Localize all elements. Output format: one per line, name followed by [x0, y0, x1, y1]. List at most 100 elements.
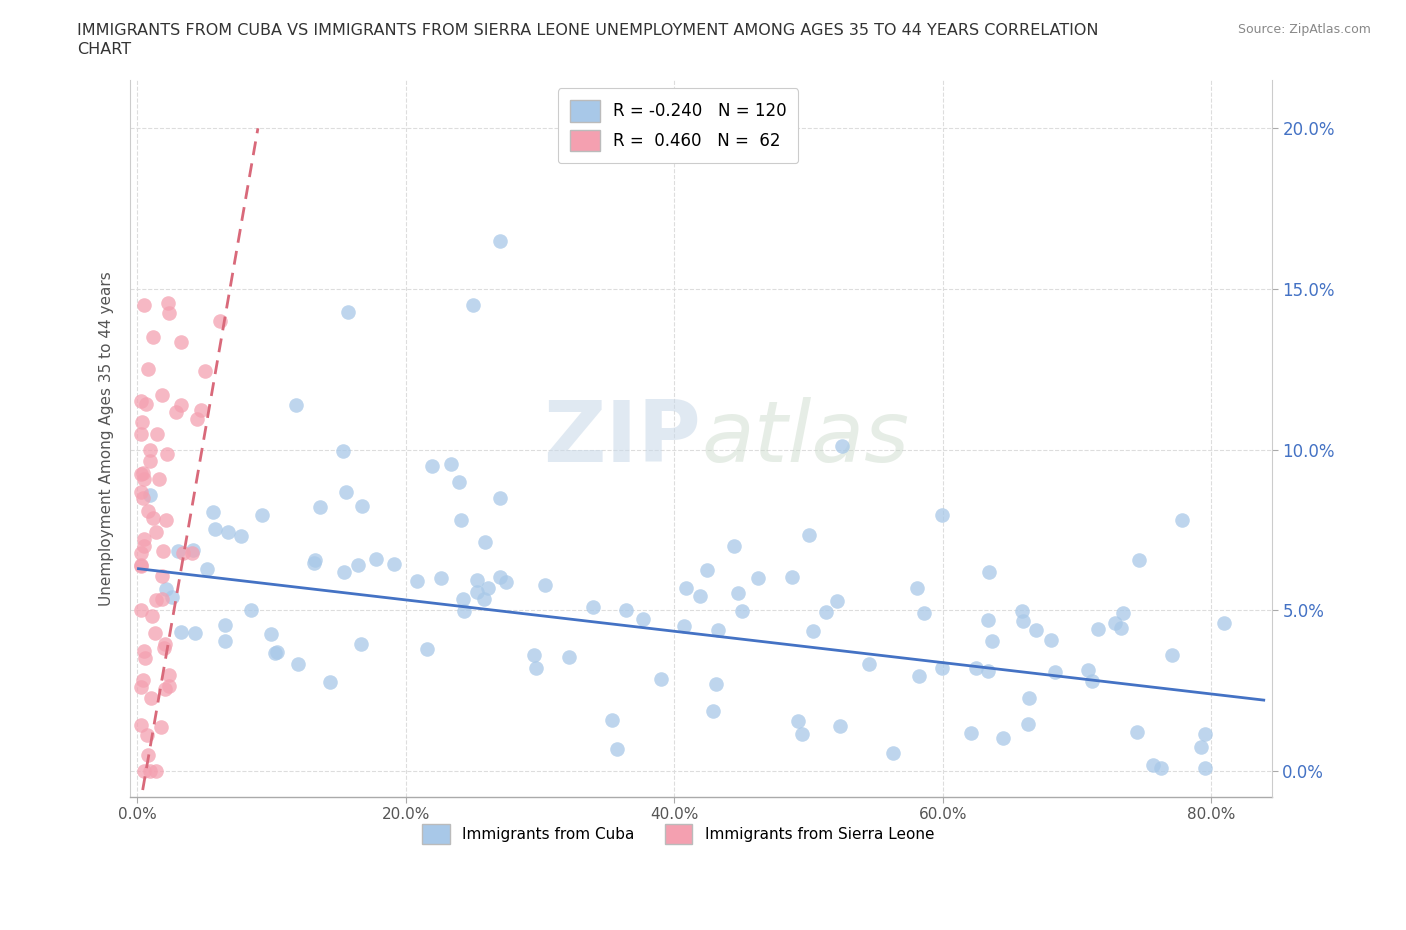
- Point: [707, 622, 730, 637]
- Point: [129, 394, 152, 409]
- Point: [1011, 604, 1033, 618]
- Point: [1142, 757, 1164, 772]
- Point: [1109, 620, 1132, 635]
- Point: [149, 719, 172, 734]
- Point: [797, 528, 820, 543]
- Point: [129, 559, 152, 574]
- Point: [523, 648, 546, 663]
- Point: [132, 531, 155, 546]
- Point: [976, 613, 998, 628]
- Point: [155, 582, 177, 597]
- Point: [558, 649, 581, 664]
- Point: [352, 498, 374, 513]
- Point: [143, 625, 166, 640]
- Point: [465, 573, 488, 588]
- Y-axis label: Unemployment Among Ages 35 to 44 years: Unemployment Among Ages 35 to 44 years: [100, 271, 114, 605]
- Point: [132, 764, 155, 778]
- Point: [156, 446, 179, 461]
- Point: [582, 600, 605, 615]
- Point: [204, 522, 226, 537]
- Point: [150, 388, 173, 403]
- Point: [1194, 726, 1216, 741]
- Point: [533, 578, 555, 592]
- Point: [131, 415, 153, 430]
- Point: [202, 504, 225, 519]
- Point: [405, 574, 427, 589]
- Point: [259, 627, 281, 642]
- Point: [1194, 761, 1216, 776]
- Point: [449, 474, 471, 489]
- Point: [440, 457, 463, 472]
- Point: [1189, 739, 1212, 754]
- Point: [1171, 512, 1194, 527]
- Point: [129, 679, 152, 694]
- Point: [675, 580, 697, 595]
- Point: [146, 426, 169, 441]
- Point: [134, 472, 156, 486]
- Text: IMMIGRANTS FROM CUBA VS IMMIGRANTS FROM SIERRA LEONE UNEMPLOYMENT AMONG AGES 35 : IMMIGRANTS FROM CUBA VS IMMIGRANTS FROM …: [77, 23, 1099, 38]
- Point: [1212, 616, 1234, 631]
- Point: [129, 546, 152, 561]
- Point: [332, 444, 354, 458]
- Point: [1043, 665, 1066, 680]
- Point: [689, 588, 711, 603]
- Point: [250, 508, 273, 523]
- Point: [472, 591, 495, 606]
- Point: [366, 551, 388, 566]
- Point: [145, 525, 167, 539]
- Point: [1150, 761, 1173, 776]
- Point: [814, 604, 837, 619]
- Text: atlas: atlas: [702, 397, 910, 480]
- Point: [453, 604, 475, 618]
- Point: [186, 412, 208, 427]
- Point: [136, 362, 159, 377]
- Point: [981, 633, 1004, 648]
- Point: [477, 580, 499, 595]
- Point: [965, 661, 987, 676]
- Point: [304, 552, 326, 567]
- Point: [1025, 622, 1047, 637]
- Point: [169, 398, 191, 413]
- Point: [1126, 724, 1149, 739]
- Point: [631, 612, 654, 627]
- Point: [991, 731, 1014, 746]
- Point: [347, 557, 370, 572]
- Point: [429, 571, 451, 586]
- Point: [1039, 632, 1062, 647]
- Point: [1077, 662, 1099, 677]
- Point: [214, 633, 236, 648]
- Point: [304, 555, 326, 570]
- Point: [422, 458, 444, 473]
- Point: [138, 504, 160, 519]
- Point: [150, 568, 173, 583]
- Point: [181, 543, 204, 558]
- Point: [790, 726, 813, 741]
- Point: [825, 593, 848, 608]
- Point: [780, 569, 803, 584]
- Point: [229, 529, 252, 544]
- Point: [131, 466, 153, 481]
- Point: [153, 641, 176, 656]
- Point: [450, 513, 472, 528]
- Point: [747, 571, 769, 586]
- Point: [1018, 691, 1040, 706]
- Point: [319, 674, 342, 689]
- Point: [1017, 717, 1039, 732]
- Point: [1104, 616, 1126, 631]
- Point: [858, 657, 880, 671]
- Point: [787, 713, 810, 728]
- Point: [142, 330, 165, 345]
- Point: [723, 538, 745, 553]
- Point: [145, 764, 167, 778]
- Point: [488, 491, 510, 506]
- Point: [135, 397, 157, 412]
- Point: [131, 485, 153, 499]
- Point: [831, 438, 853, 453]
- Point: [977, 664, 1000, 679]
- Point: [702, 704, 724, 719]
- Point: [336, 305, 359, 320]
- Point: [190, 403, 212, 418]
- Point: [132, 298, 155, 312]
- Point: [217, 525, 239, 539]
- Point: [157, 305, 180, 320]
